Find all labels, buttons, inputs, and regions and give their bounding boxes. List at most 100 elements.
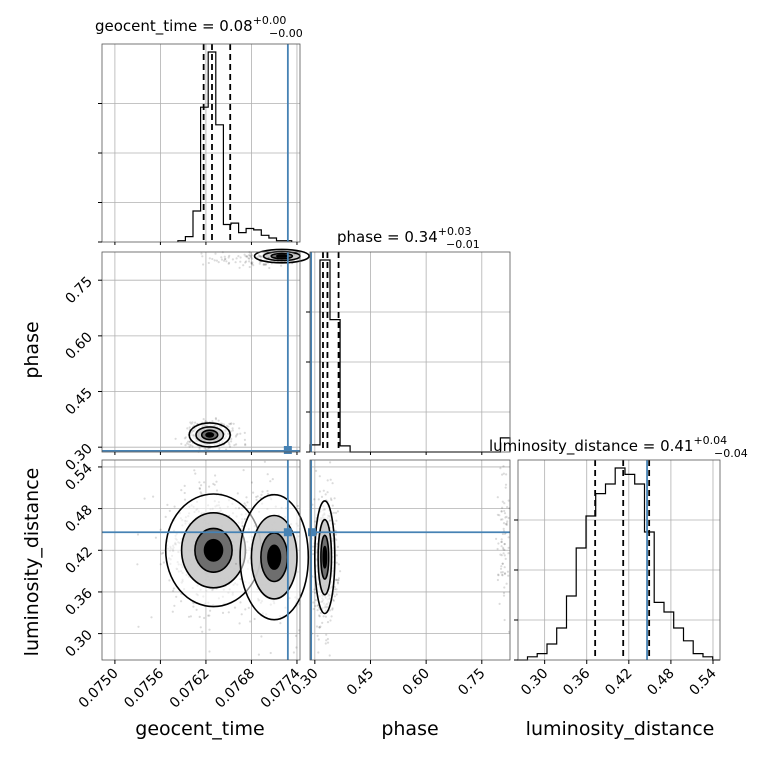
scatter-geocent-time-vs-luminosity-distance-point: [200, 492, 203, 495]
scatter-geocent-time-vs-phase-point: [251, 261, 254, 264]
scatter-geocent-time-vs-luminosity-distance-point: [221, 611, 225, 615]
xtick-label-phase: 0.45: [344, 666, 377, 699]
scatter-geocent-time-vs-phase-point: [249, 254, 252, 257]
scatter-geocent-time-vs-phase-point: [189, 444, 192, 447]
scatter-phase-vs-luminosity-distance-point: [326, 479, 329, 482]
scatter-phase-vs-luminosity-distance-point: [496, 578, 499, 582]
ylabel-phase: phase: [21, 321, 43, 378]
scatter-phase-vs-luminosity-distance-point: [312, 553, 315, 556]
scatter-phase-vs-luminosity-distance-point: [312, 545, 315, 548]
hist-phase-step: [309, 259, 511, 453]
xlabel-luminosity-distance: luminosity_distance: [526, 718, 715, 740]
scatter-geocent-time-vs-luminosity-distance-point: [213, 483, 216, 486]
scatter-geocent-time-vs-phase-point: [187, 440, 190, 443]
scatter-geocent-time-vs-phase-point: [207, 447, 211, 450]
scatter-geocent-time-vs-phase-point: [266, 261, 270, 264]
xtick-label-luminosity-distance: 0.54: [686, 665, 719, 698]
scatter-geocent-time-vs-luminosity-distance-point: [164, 515, 167, 519]
scatter-geocent-time-vs-phase-point: [245, 260, 248, 263]
scatter-phase-vs-luminosity-distance-point: [502, 552, 505, 555]
scatter-phase-vs-luminosity-distance-point: [506, 506, 509, 509]
scatter-geocent-time-vs-phase-point: [218, 447, 221, 450]
scatter-phase-vs-luminosity-distance-point: [336, 510, 339, 513]
scatter-geocent-time-vs-luminosity-distance-point: [244, 608, 247, 611]
scatter-geocent-time-vs-luminosity-distance-point: [295, 646, 298, 649]
scatter-geocent-time-vs-luminosity-distance-point: [209, 609, 212, 612]
scatter-geocent-time-vs-phase-point: [283, 261, 287, 264]
scatter-phase-vs-luminosity-distance-point: [501, 473, 504, 476]
scatter-geocent-time-vs-phase-point: [258, 262, 261, 265]
scatter-geocent-time-vs-luminosity-distance-point: [239, 601, 242, 604]
scatter-phase-vs-luminosity-distance-point: [319, 611, 322, 615]
scatter-phase-vs-luminosity-distance-point: [503, 502, 506, 505]
scatter-geocent-time-vs-luminosity-distance-point: [168, 509, 171, 512]
scatter-geocent-time-vs-luminosity-distance-point: [194, 472, 197, 475]
scatter-phase-vs-luminosity-distance-point: [500, 540, 503, 544]
scatter-phase-vs-luminosity-distance-point: [501, 562, 504, 565]
scatter-geocent-time-vs-phase-point: [228, 254, 231, 257]
scatter-phase-vs-luminosity-distance-point: [316, 634, 319, 638]
scatter-geocent-time-vs-luminosity-distance-point: [208, 485, 211, 488]
scatter-phase-vs-luminosity-distance-point: [335, 593, 338, 596]
scatter-geocent-time-vs-phase-point: [187, 443, 190, 446]
scatter-geocent-time-vs-phase-point: [191, 421, 194, 424]
scatter-phase-vs-luminosity-distance-point: [325, 633, 328, 636]
scatter-phase-vs-luminosity-distance-frame: [309, 459, 511, 661]
scatter-geocent-time-vs-luminosity-distance-point: [257, 653, 260, 656]
title-geocent-time-name: geocent_time: [95, 17, 197, 36]
scatter-geocent-time-vs-phase-point: [257, 254, 260, 257]
scatter-phase-vs-luminosity-distance-point: [496, 496, 499, 499]
ylabel-luminosity-distance: luminosity_distance: [21, 468, 43, 657]
xtick-label-geocent-time: 0.0762: [167, 666, 213, 712]
scatter-phase-vs-luminosity-distance-point: [329, 619, 332, 622]
scatter-geocent-time-vs-luminosity-distance-point: [198, 487, 201, 490]
scatter-geocent-time-vs-phase-point: [250, 256, 253, 259]
scatter-geocent-time-vs-luminosity-distance-point: [189, 615, 192, 618]
scatter-geocent-time-vs-phase-point: [204, 420, 207, 423]
scatter-geocent-time-vs-luminosity-distance-point: [203, 616, 206, 620]
scatter-geocent-time-vs-luminosity-distance-point: [168, 579, 171, 582]
scatter-geocent-time-vs-luminosity-distance-point: [208, 614, 211, 617]
scatter-geocent-time-vs-phase-point: [243, 438, 246, 441]
scatter-phase-vs-luminosity-distance-point: [335, 579, 338, 582]
scatter-geocent-time-vs-phase-point: [267, 256, 270, 260]
scatter-geocent-time-vs-luminosity-distance-point: [159, 528, 162, 531]
ytick-label-luminosity-distance: 0.36: [62, 585, 95, 618]
scatter-geocent-time-vs-luminosity-distance-point: [241, 524, 244, 528]
scatter-geocent-time-vs-luminosity-distance-point: [243, 518, 246, 521]
scatter-phase-vs-luminosity-distance-point: [334, 511, 338, 514]
scatter-phase-vs-luminosity-distance-point: [330, 615, 333, 618]
scatter-geocent-time-vs-luminosity-distance-point: [260, 635, 263, 638]
scatter-geocent-time-vs-luminosity-distance-point: [250, 481, 254, 484]
scatter-phase-vs-luminosity-distance-point: [500, 540, 503, 544]
scatter-phase-vs-luminosity-distance-point: [507, 499, 510, 502]
scatter-geocent-time-vs-phase-point: [211, 420, 214, 423]
scatter-phase-vs-luminosity-distance-point: [500, 545, 503, 548]
scatter-geocent-time-vs-phase-point: [276, 260, 279, 263]
scatter-geocent-time-vs-phase-point: [190, 422, 193, 425]
scatter-phase-vs-luminosity-distance-point: [328, 609, 332, 612]
scatter-geocent-time-vs-luminosity-distance-point: [136, 533, 140, 536]
scatter-geocent-time-vs-luminosity-distance-point: [201, 630, 204, 633]
scatter-phase-vs-luminosity-distance-point: [325, 639, 328, 642]
scatter-phase-vs-luminosity-distance-point: [321, 621, 324, 625]
scatter-phase-vs-luminosity-distance-point: [503, 543, 506, 546]
scatter-phase-vs-luminosity-distance-point: [329, 478, 332, 481]
scatter-geocent-time-vs-luminosity-distance-point: [200, 484, 203, 487]
scatter-geocent-time-vs-luminosity-distance-point: [296, 504, 299, 508]
scatter-geocent-time-vs-phase-point: [242, 264, 245, 267]
scatter-geocent-time-vs-phase-point: [244, 261, 247, 264]
scatter-geocent-time-vs-phase-point: [250, 261, 253, 264]
scatter-phase-vs-luminosity-distance-point: [332, 598, 335, 602]
scatter-geocent-time-vs-phase-point: [245, 255, 248, 258]
scatter-geocent-time-vs-phase-point: [244, 255, 247, 258]
scatter-phase-vs-luminosity-distance-point: [322, 615, 325, 618]
xtick-label-luminosity-distance: 0.36: [560, 665, 593, 698]
scatter-geocent-time-vs-phase-point: [262, 254, 265, 257]
scatter-phase-vs-luminosity-distance-point: [326, 491, 329, 494]
scatter-phase-vs-luminosity-distance-point: [505, 523, 508, 527]
scatter-geocent-time-vs-luminosity-distance-point: [215, 480, 218, 483]
scatter-phase-vs-luminosity-distance-point: [331, 504, 334, 507]
scatter-geocent-time-vs-phase-point: [207, 261, 210, 265]
